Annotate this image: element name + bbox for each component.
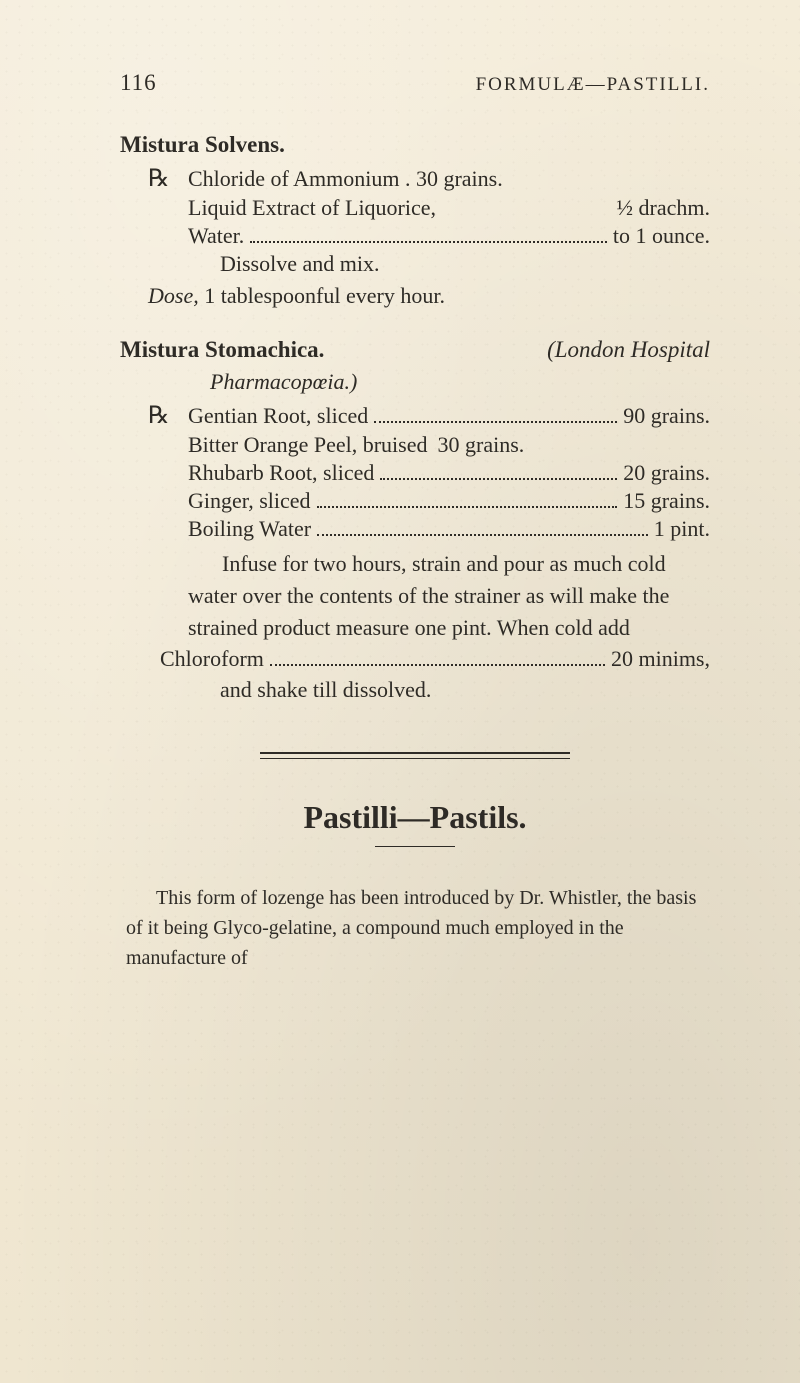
ingredient-name: Rhubarb Root, sliced bbox=[188, 460, 374, 486]
preparation-paragraph: and shake till dissolved. bbox=[220, 674, 710, 706]
ingredient-amount: 30 grains. bbox=[416, 166, 503, 192]
ingredient-row: Bitter Orange Peel, bruised 30 grains. bbox=[148, 432, 710, 458]
ingredient-row: ℞ Gentian Root, sliced 90 grains. bbox=[148, 401, 710, 430]
leading-dots: . bbox=[399, 166, 416, 192]
section-underline bbox=[375, 846, 455, 847]
entry-title: Mistura Stomachica. bbox=[120, 337, 324, 363]
page-number: 116 bbox=[120, 70, 157, 96]
leading-dots bbox=[380, 478, 617, 480]
page: 116 FORMULÆ—PASTILLI. Mistura Solvens. ℞… bbox=[0, 0, 800, 1383]
ingredient-name: Water. bbox=[188, 223, 244, 249]
dose-line: Dose, 1 tablespoonful every hour. bbox=[148, 283, 710, 309]
leading-dots bbox=[270, 664, 605, 666]
ingredient-row: Chloroform 20 minims, bbox=[160, 646, 710, 672]
rx-symbol: ℞ bbox=[148, 401, 188, 430]
ingredient-name: Liquid Extract of Liquorice, bbox=[188, 195, 436, 221]
ingredient-amount: 90 grains. bbox=[623, 403, 710, 429]
ingredient-row: Ginger, sliced 15 grains. bbox=[148, 488, 710, 514]
section-footnote: This form of lozenge has been introduced… bbox=[126, 883, 704, 973]
leading-dots bbox=[250, 241, 607, 243]
dose-text: 1 tablespoonful every hour. bbox=[204, 283, 445, 308]
entry-source-inline: (London Hospital bbox=[547, 337, 710, 363]
entry-source-line: Pharmacopœia.) bbox=[210, 369, 710, 395]
running-title: FORMULÆ—PASTILLI. bbox=[476, 74, 710, 96]
ingredient-row: Boiling Water 1 pint. bbox=[148, 516, 710, 542]
ingredient-amount: 30 grains. bbox=[438, 432, 525, 458]
entry-mistura-solvens: Mistura Solvens. ℞ Chloride of Ammonium … bbox=[120, 132, 710, 309]
ingredient-name: Boiling Water bbox=[188, 516, 311, 542]
ingredient-row: Liquid Extract of Liquorice, ½ drachm. bbox=[148, 195, 710, 221]
ingredient-amount: to 1 ounce. bbox=[613, 223, 710, 249]
ingredient-name: Ginger, sliced bbox=[188, 488, 311, 514]
entry-title-line: Mistura Solvens. bbox=[120, 132, 710, 158]
ingredient-row: Water. to 1 ounce. bbox=[148, 223, 710, 249]
preparation-paragraph: Infuse for two hours, strain and pour as… bbox=[188, 548, 710, 644]
ingredient-amount: 1 pint. bbox=[654, 516, 710, 542]
entry-title: Mistura Solvens. bbox=[120, 132, 285, 157]
entry-mistura-stomachica: Mistura Stomachica. (London Hospital Pha… bbox=[120, 337, 710, 706]
leading-dots bbox=[374, 421, 617, 423]
section-divider bbox=[260, 752, 570, 759]
ingredient-row: ℞ Chloride of Ammonium . 30 grains. bbox=[148, 164, 710, 193]
leading-dots bbox=[317, 506, 618, 508]
ingredient-name: Bitter Orange Peel, bruised bbox=[188, 432, 428, 458]
section-title: Pastilli—Pastils. bbox=[120, 799, 710, 836]
ingredient-amount: 20 grains. bbox=[623, 460, 710, 486]
ingredient-amount: 20 minims, bbox=[611, 646, 710, 672]
ingredient-row: Rhubarb Root, sliced 20 grains. bbox=[148, 460, 710, 486]
ingredient-amount: 15 grains. bbox=[623, 488, 710, 514]
ingredient-name: Gentian Root, sliced bbox=[188, 403, 368, 429]
entry-title-line: Mistura Stomachica. (London Hospital bbox=[120, 337, 710, 363]
leading-dots bbox=[317, 534, 648, 536]
ingredient-name: Chloroform bbox=[160, 646, 264, 672]
ingredient-name: Chloride of Ammonium bbox=[188, 166, 399, 192]
dose-label: Dose, bbox=[148, 283, 199, 308]
instruction: Dissolve and mix. bbox=[220, 251, 710, 277]
ingredient-amount: ½ drachm. bbox=[617, 195, 710, 221]
rx-symbol: ℞ bbox=[148, 164, 188, 193]
running-head: 116 FORMULÆ—PASTILLI. bbox=[120, 70, 710, 96]
